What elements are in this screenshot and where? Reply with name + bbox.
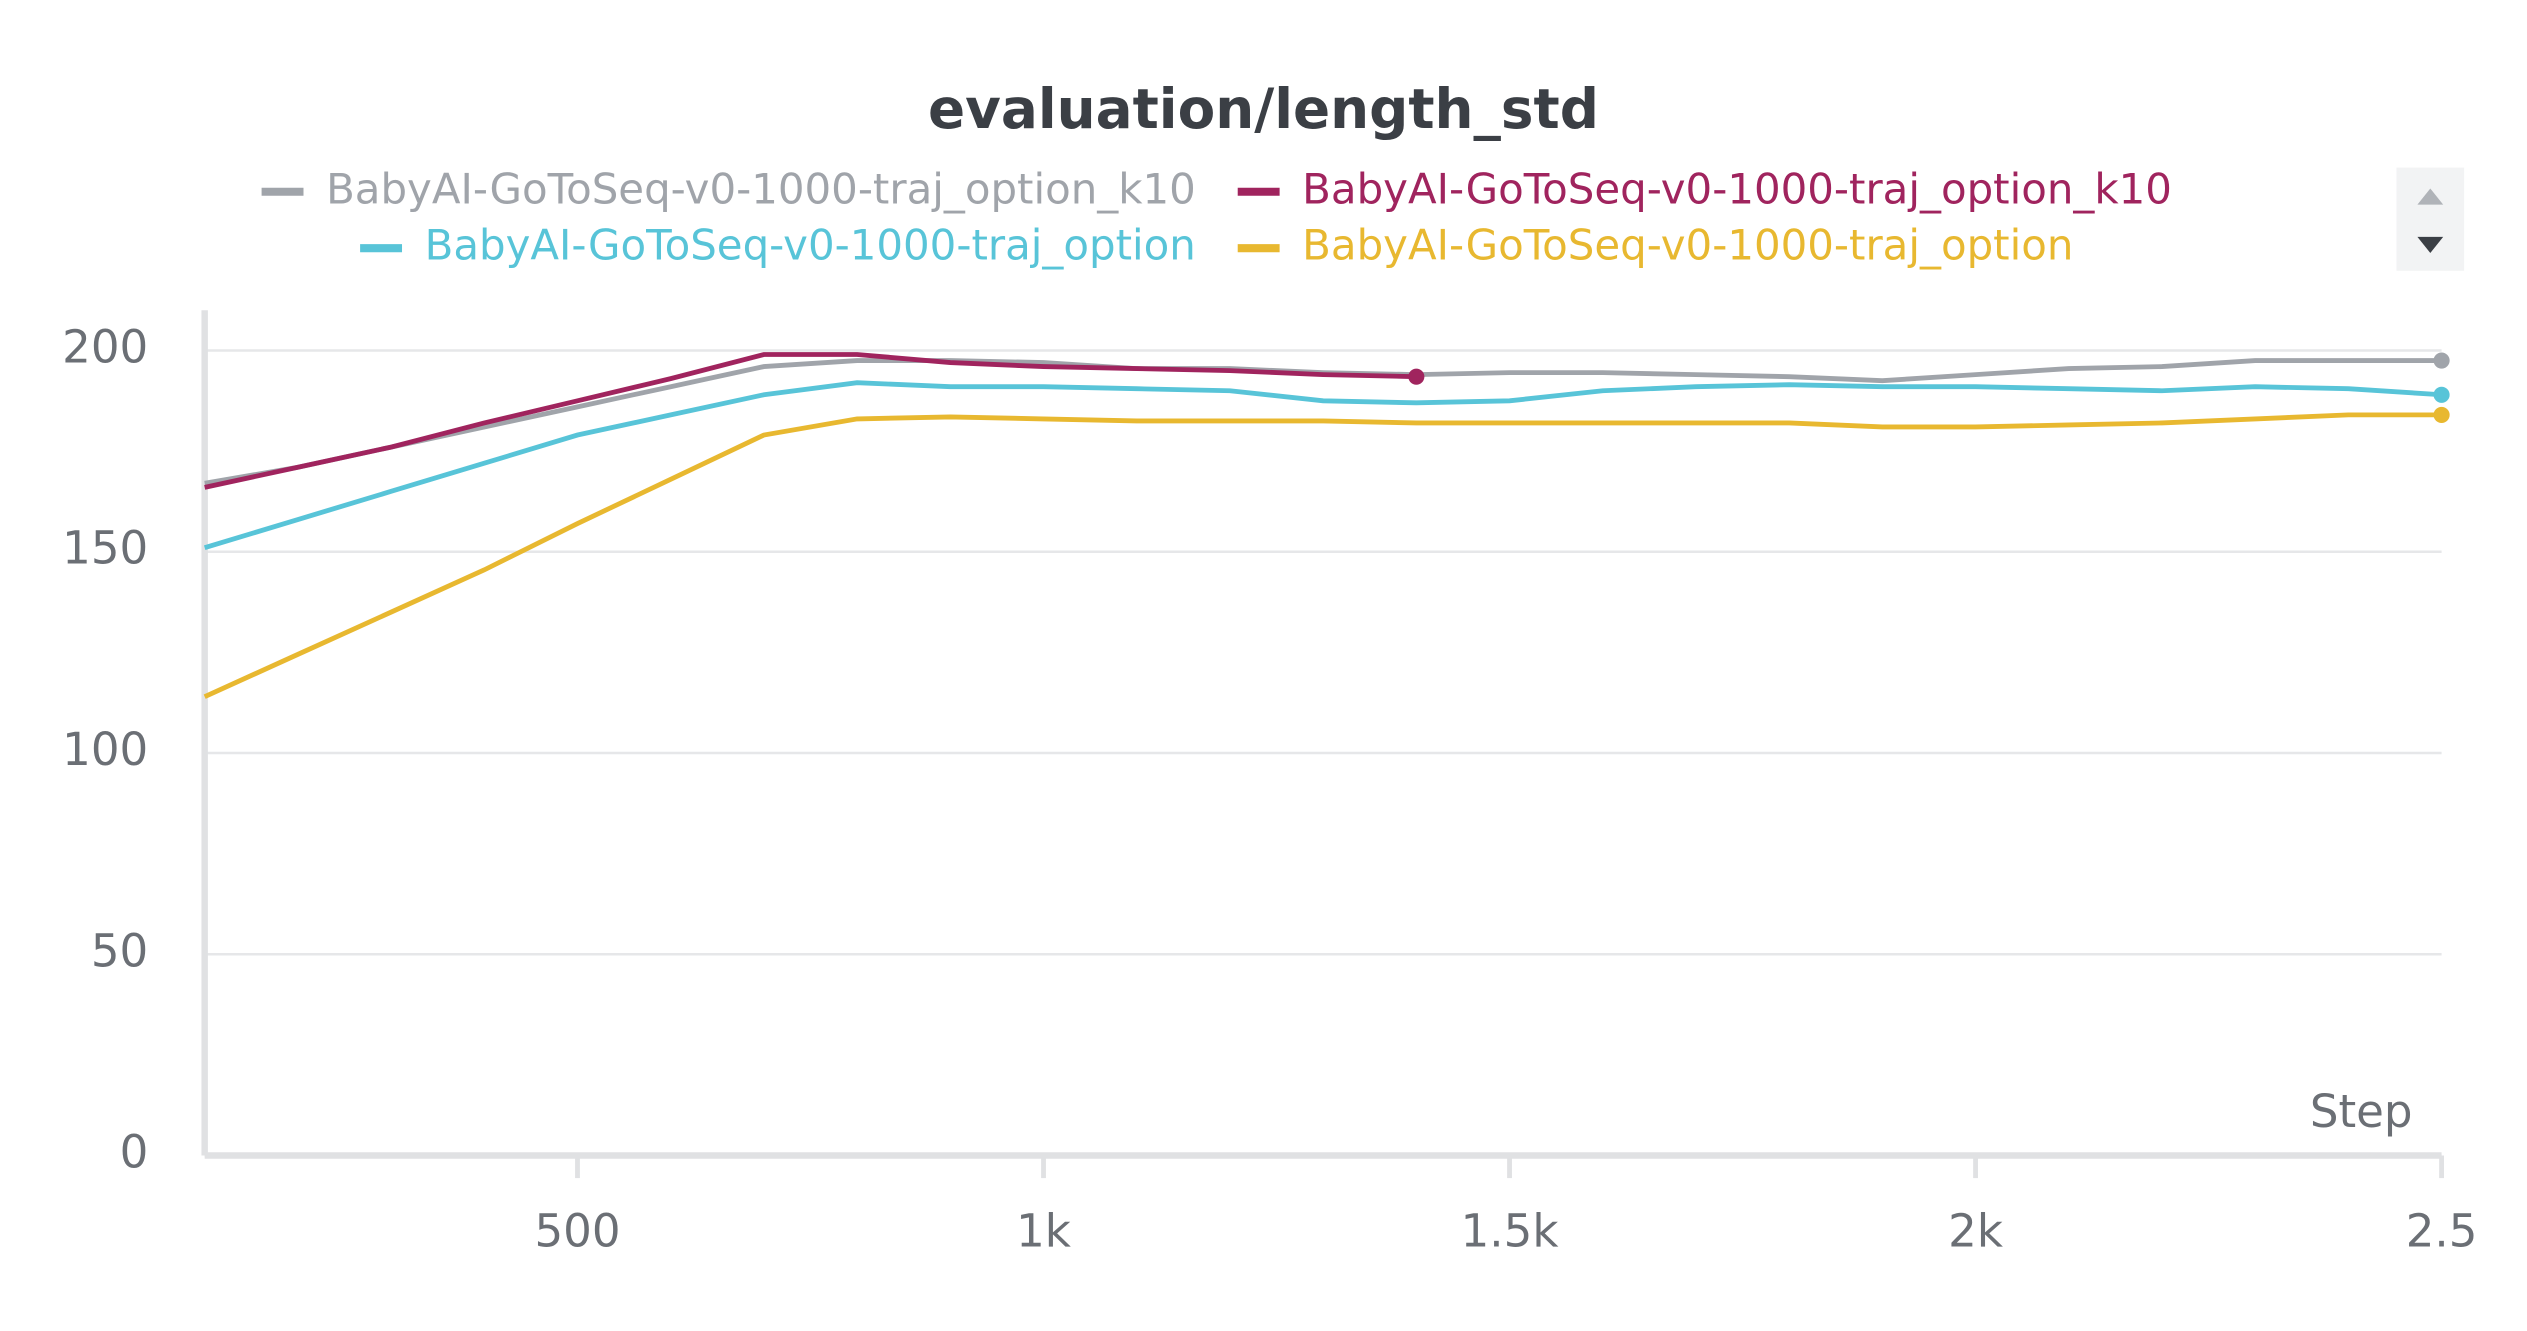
series-line <box>204 352 1417 490</box>
x-tick-label: 2k <box>1948 1204 2003 1257</box>
chart-title: evaluation/length_std <box>928 77 1599 141</box>
x-axis-label: Step <box>2310 1085 2413 1138</box>
y-tick-label: 0 <box>120 1126 149 1179</box>
legend-label: BabyAI-GoToSeq-v0-1000-traj_option <box>425 221 1196 270</box>
y-tick-label: 200 <box>62 320 148 373</box>
legend-label: BabyAI-GoToSeq-v0-1000-traj_option_k10 <box>326 164 1196 213</box>
y-tick-label: 50 <box>91 924 148 977</box>
legend-scroll[interactable] <box>2396 167 2465 271</box>
end-point <box>1408 368 1425 385</box>
end-point <box>2433 352 2450 369</box>
legend-label: BabyAI-GoToSeq-v0-1000-traj_option <box>1302 221 2073 270</box>
series-line <box>203 380 2442 551</box>
end-point <box>2433 386 2450 403</box>
x-tick-label: 1k <box>1016 1204 1071 1257</box>
scroll-down[interactable] <box>2417 236 2444 254</box>
scroll-up[interactable] <box>2417 188 2444 205</box>
legend-label: BabyAI-GoToSeq-v0-1000-traj_option_k10 <box>1302 164 2172 213</box>
y-tick-label: 100 <box>62 723 148 776</box>
end-point <box>2433 406 2450 423</box>
x-tick-label: 1.5k <box>1461 1204 1559 1257</box>
y-tick-label: 150 <box>62 522 148 575</box>
x-tick-label: 500 <box>534 1204 620 1257</box>
series-line <box>203 412 2442 699</box>
x-tick-label: 2.5 <box>2406 1204 2478 1257</box>
